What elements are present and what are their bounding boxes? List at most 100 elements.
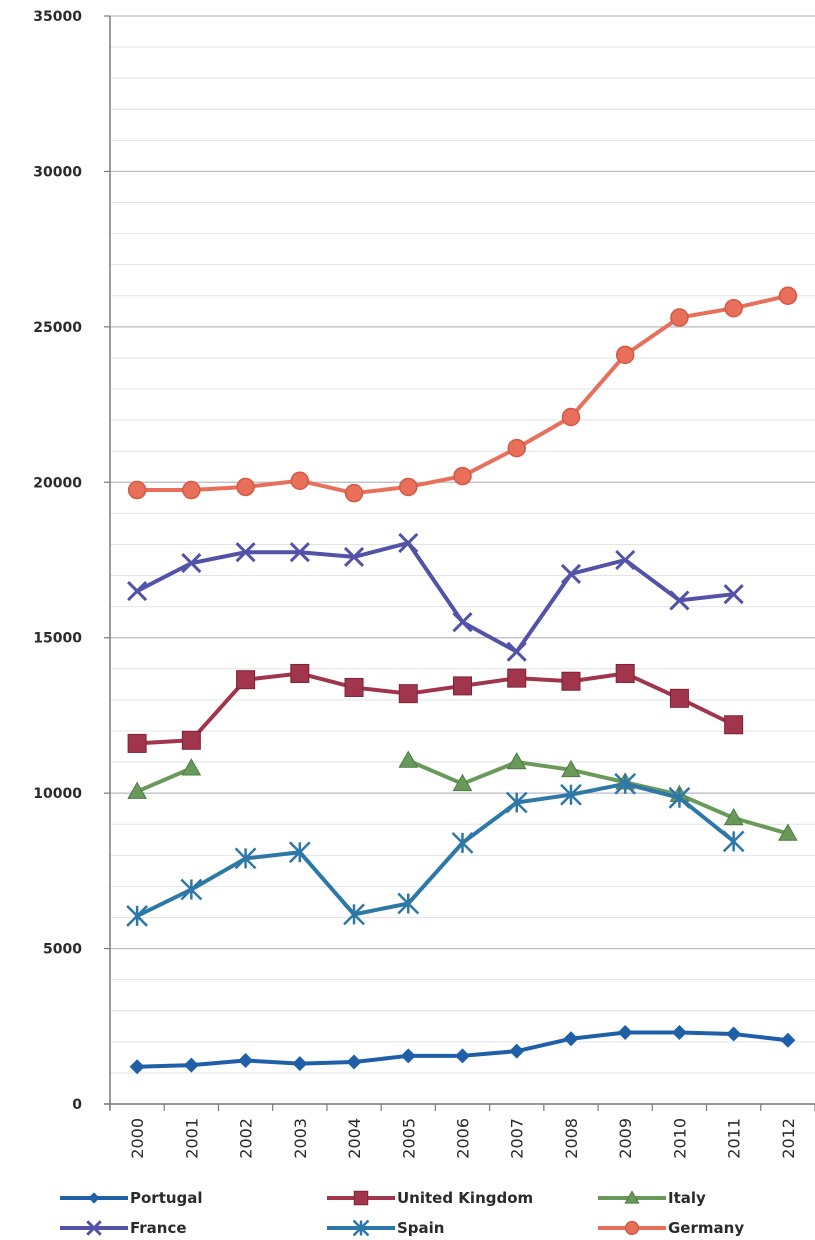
data-point [400,1048,416,1064]
legend-label: Germany [668,1219,744,1237]
series-germany [127,286,798,503]
legend-swatch-marker [353,1190,369,1206]
data-point [234,847,257,870]
legend-swatch-marker [86,1220,102,1236]
data-point [563,1031,579,1047]
y-tick-label: 10000 [33,786,82,802]
legend-item-portugal: Portugal [60,1189,203,1207]
data-point [398,532,419,553]
data-point [615,663,635,683]
x-tick-label: 2009 [616,1118,635,1159]
data-point [236,477,255,497]
data-point [615,549,636,571]
data-point [127,581,148,602]
data-point [181,553,202,574]
series-france [127,532,744,662]
series-line [406,758,790,836]
legend-item-germany: Germany [598,1219,744,1237]
series-portugal [129,1025,796,1075]
legend-item-spain: Spain [327,1219,444,1237]
x-axis-tick-labels: 2000 2001 2002 2003 2004 2005 2006 2007 2008 2009… [128,1118,798,1159]
minor-gridlines [110,46,815,1074]
legend-label: Portugal [130,1189,203,1207]
data-point [669,688,689,708]
data-point [561,407,581,427]
data-point [292,1056,308,1072]
data-point [507,438,526,458]
y-tick-label: 30000 [33,164,82,180]
y-tick-label: 15000 [33,631,82,647]
data-point [235,542,256,563]
legend-label: France [130,1219,187,1237]
data-point [182,480,201,500]
x-tick-label: 2003 [291,1118,310,1159]
legend-label: Spain [397,1219,444,1237]
series-line [135,540,736,654]
data-point [127,733,147,753]
y-axis-tick-labels: 0 5000 10000 15000 20000 25000 30000 35000 [33,9,82,1113]
x-tick-label: 2011 [725,1118,744,1159]
x-tick-label: 2005 [399,1118,418,1159]
data-point [183,1057,199,1073]
data-point [669,590,690,611]
data-point [180,878,203,901]
legend-label: United Kingdom [397,1189,533,1207]
y-tick-label: 35000 [33,9,82,25]
legend-swatch-marker [624,1220,640,1236]
data-point [238,1052,254,1068]
y-tick-label: 5000 [43,942,82,958]
data-point [726,1026,742,1042]
data-point [453,676,472,696]
data-point [778,823,798,841]
data-point [724,298,743,318]
legend-label: Italy [668,1189,706,1207]
series-united-kingdom [127,663,744,753]
y-tick-label: 0 [72,1097,82,1113]
data-point [288,841,311,864]
axes [104,15,815,1111]
y-tick-label: 20000 [33,475,82,491]
legend-swatch-marker [88,1192,100,1204]
data-point [723,808,744,826]
data-point [126,905,148,927]
data-point [290,663,310,683]
data-point [455,1048,470,1064]
data-point [181,730,201,750]
data-point [398,750,419,768]
data-point [289,542,310,563]
data-point [451,831,474,854]
data-point [344,483,364,503]
data-point [506,641,527,662]
x-tick-label: 2002 [237,1118,256,1159]
data-point [343,903,365,926]
data-point [127,480,147,500]
data-point [343,546,365,567]
data-point [722,830,745,853]
data-point [505,791,528,814]
legend-item-united-kingdom: United Kingdom [327,1189,533,1207]
data-point [346,1054,362,1070]
legend-item-france: France [60,1219,187,1237]
data-point [506,752,527,770]
legend-swatch-marker [352,1219,370,1237]
x-tick-label: 2012 [779,1118,798,1159]
series-group [126,286,798,1075]
x-tick-label: 2004 [345,1118,364,1159]
data-point [452,773,473,792]
data-point [507,668,527,688]
data-point [398,684,418,704]
data-point [397,892,420,915]
data-point [671,1025,687,1041]
y-tick-label: 25000 [33,320,82,336]
x-tick-label: 2006 [454,1118,473,1159]
x-tick-label: 2001 [182,1118,201,1159]
data-point [617,1025,633,1041]
x-tick-label: 2007 [508,1118,527,1159]
data-point [723,584,744,605]
data-point [615,345,635,365]
data-point [780,1032,796,1048]
series-line [135,671,736,746]
data-point [344,677,364,697]
data-point [509,1043,525,1059]
